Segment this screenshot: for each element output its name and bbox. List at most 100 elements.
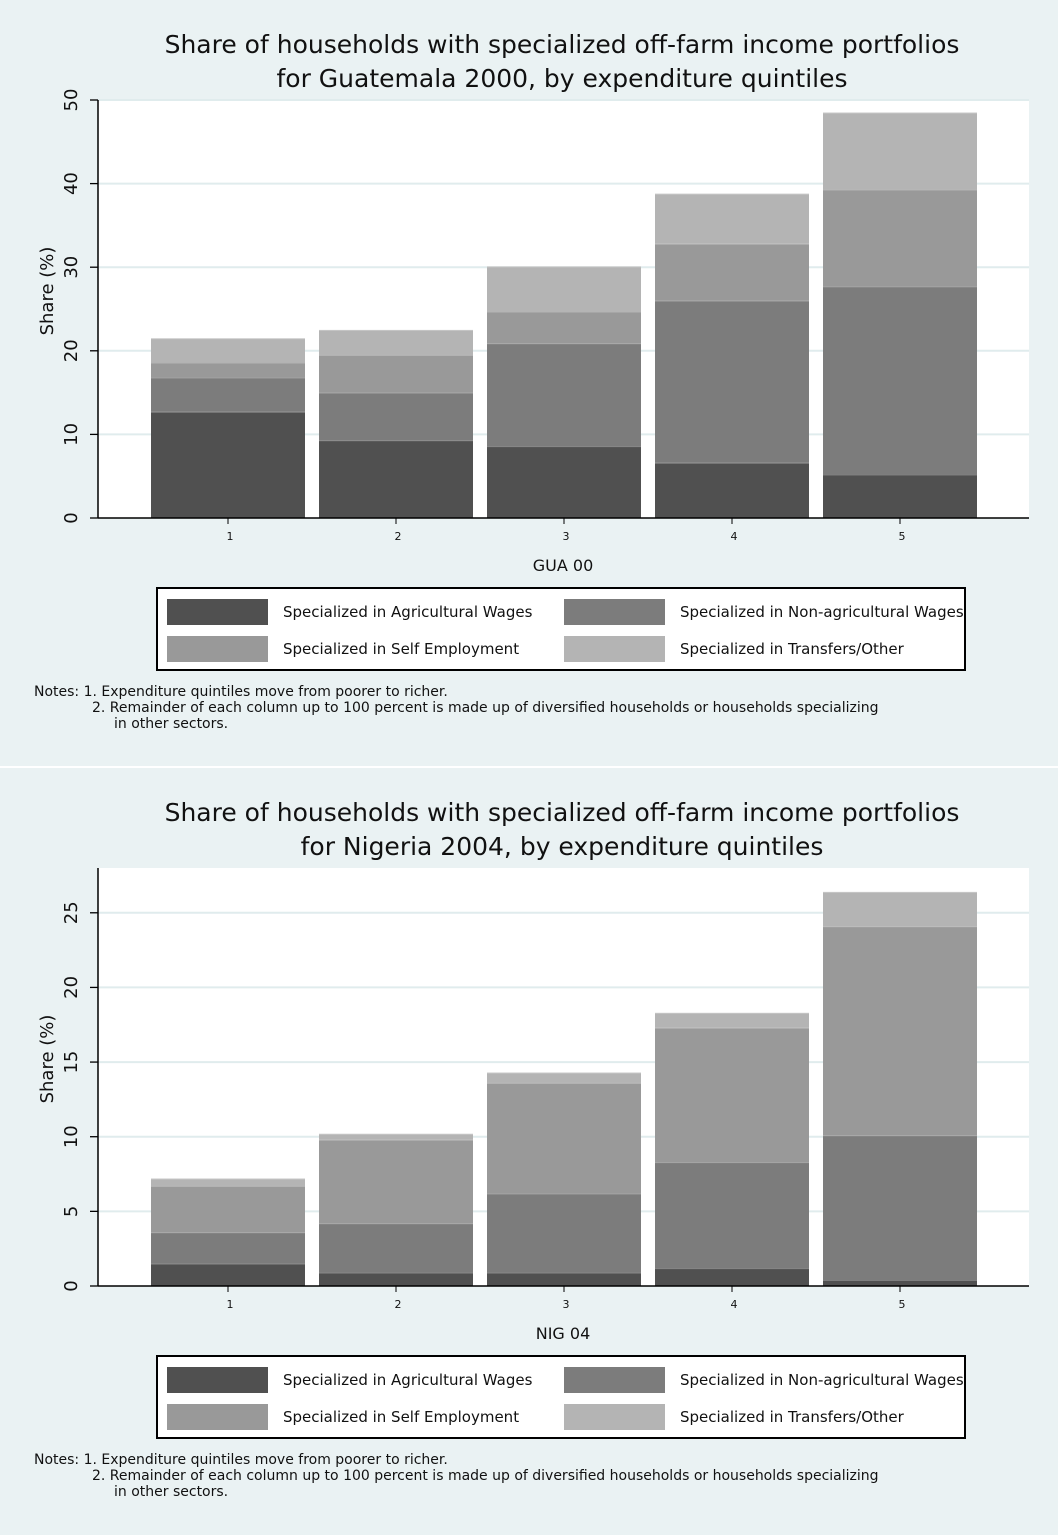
bar-segment-nonagri-wages <box>823 1135 977 1281</box>
x-tick-label: 3 <box>563 530 570 543</box>
bar-segment-self-employment <box>655 1027 809 1163</box>
chart-title-line1: Share of households with specialized off… <box>164 798 960 827</box>
bar-segment-self-employment <box>655 243 809 301</box>
x-tick-label: 1 <box>227 530 234 543</box>
chart-panel-nigeria: Share of households with specialized off… <box>0 768 1058 1535</box>
y-tick-label: 15 <box>61 1051 82 1074</box>
chart-legend: Specialized in Agricultural Wages Specia… <box>156 587 966 671</box>
legend-swatch-agri-wages <box>167 1367 268 1393</box>
legend-item-nonagri-wages: Specialized in Non-agricultural Wages <box>564 1366 964 1394</box>
note-line-2: 2. Remainder of each column up to 100 pe… <box>92 700 879 716</box>
legend-label-nonagri-wages: Specialized in Non-agricultural Wages <box>680 1371 964 1389</box>
legend-item-transfers-other: Specialized in Transfers/Other <box>564 635 904 663</box>
bar-segment-nonagri-wages <box>319 1223 473 1273</box>
note-line-2: 2. Remainder of each column up to 100 pe… <box>92 1468 879 1484</box>
bar-segment-agri-wages <box>487 1272 641 1286</box>
chart-title: Share of households with specialized off… <box>60 28 1058 96</box>
legend-swatch-transfers-other <box>564 636 665 662</box>
bar-segment-nonagri-wages <box>487 1193 641 1273</box>
y-tick-label: 40 <box>61 172 82 195</box>
chart-panel-guatemala: Share of households with specialized off… <box>0 0 1058 766</box>
bar-segment-nonagri-wages <box>151 1232 305 1264</box>
chart-title: Share of households with specialized off… <box>60 796 1058 864</box>
bar-segment-self-employment <box>823 189 977 287</box>
bar-segment-transfers-other <box>487 266 641 312</box>
x-tick-label: 4 <box>731 1298 738 1311</box>
bar-segment-self-employment <box>487 1082 641 1194</box>
legend-item-agri-wages: Specialized in Agricultural Wages <box>167 1366 532 1394</box>
legend-label-self-employment: Specialized in Self Employment <box>283 1408 520 1426</box>
legend-label-nonagri-wages: Specialized in Non-agricultural Wages <box>680 603 964 621</box>
y-tick-label: 30 <box>61 256 82 279</box>
bar-segment-nonagri-wages <box>655 300 809 463</box>
bar-segment-self-employment <box>319 354 473 393</box>
legend-item-self-employment: Specialized in Self Employment <box>167 635 519 663</box>
legend-item-self-employment: Specialized in Self Employment <box>167 1403 519 1431</box>
note-line-1: Notes: 1. Expenditure quintiles move fro… <box>34 1452 448 1468</box>
bar-segment-transfers-other <box>319 329 473 355</box>
legend-swatch-self-employment <box>167 1404 268 1430</box>
y-tick-label: 0 <box>61 1280 82 1291</box>
chart-plot-area: 0 10 20 30 40 50 1 2 3 4 5 Share (%) <box>37 89 1029 543</box>
bar-segment-agri-wages <box>319 1272 473 1286</box>
note-line-1: Notes: 1. Expenditure quintiles move fro… <box>34 684 448 700</box>
x-tick-label: 5 <box>899 1298 906 1311</box>
chart-plot-area: 0 5 10 15 20 25 1 2 3 4 5 Share (%) <box>37 868 1029 1311</box>
x-tick-label: 4 <box>731 530 738 543</box>
legend-swatch-nonagri-wages <box>564 599 665 625</box>
chart-notes: Notes: 1. Expenditure quintiles move fro… <box>34 1452 879 1500</box>
legend-item-transfers-other: Specialized in Transfers/Other <box>564 1403 904 1431</box>
legend-swatch-nonagri-wages <box>564 1367 665 1393</box>
x-tick-label: 1 <box>227 1298 234 1311</box>
legend-swatch-transfers-other <box>564 1404 665 1430</box>
legend-label-agri-wages: Specialized in Agricultural Wages <box>283 1371 533 1389</box>
note-line-3: in other sectors. <box>114 1484 229 1500</box>
bar-segment-transfers-other <box>319 1133 473 1140</box>
legend-label-transfers-other: Specialized in Transfers/Other <box>680 1408 904 1426</box>
x-tick-label: 5 <box>899 530 906 543</box>
y-tick-label: 20 <box>61 339 82 362</box>
bar-segment-agri-wages <box>823 474 977 518</box>
chart-legend: Specialized in Agricultural Wages Specia… <box>156 1355 966 1439</box>
bar-segment-agri-wages <box>655 1268 809 1286</box>
legend-item-agri-wages: Specialized in Agricultural Wages <box>167 598 532 626</box>
bar-segment-self-employment <box>319 1139 473 1224</box>
legend-item-nonagri-wages: Specialized in Non-agricultural Wages <box>564 598 964 626</box>
y-tick-label: 25 <box>61 901 82 924</box>
x-tick-label: 3 <box>563 1298 570 1311</box>
y-tick-label: 10 <box>61 423 82 446</box>
bar-segment-agri-wages <box>487 446 641 518</box>
bar-segment-nonagri-wages <box>487 343 641 447</box>
y-tick-label: 50 <box>61 89 82 112</box>
x-tick-label: 2 <box>395 1298 402 1311</box>
x-axis-title: GUA 00 <box>532 556 594 575</box>
bar-segment-transfers-other <box>151 1178 305 1186</box>
legend-label-agri-wages: Specialized in Agricultural Wages <box>283 603 533 621</box>
y-axis-title: Share (%) <box>37 1015 58 1104</box>
bar-segment-nonagri-wages <box>655 1162 809 1269</box>
bar-segment-nonagri-wages <box>823 286 977 475</box>
bar-segment-self-employment <box>487 311 641 344</box>
bar-segment-transfers-other <box>655 1012 809 1028</box>
bar-segment-nonagri-wages <box>319 392 473 441</box>
legend-label-self-employment: Specialized in Self Employment <box>283 640 520 658</box>
chart-title-line1: Share of households with specialized off… <box>164 30 960 59</box>
bar-segment-self-employment <box>151 362 305 378</box>
bar-segment-self-employment <box>823 926 977 1136</box>
bar-segment-transfers-other <box>487 1072 641 1083</box>
legend-swatch-self-employment <box>167 636 268 662</box>
bar-segment-transfers-other <box>151 338 305 363</box>
bar-segment-nonagri-wages <box>151 377 305 412</box>
bar-segment-transfers-other <box>823 891 977 927</box>
bar-segment-agri-wages <box>151 411 305 518</box>
x-tick-label: 2 <box>395 530 402 543</box>
y-tick-label: 20 <box>61 976 82 999</box>
y-tick-label: 10 <box>61 1125 82 1148</box>
bar-segment-agri-wages <box>823 1280 977 1286</box>
y-tick-label: 0 <box>61 512 82 523</box>
bar-segment-agri-wages <box>151 1263 305 1286</box>
bar-segment-self-employment <box>151 1185 305 1233</box>
y-tick-label: 5 <box>61 1206 82 1217</box>
bar-segment-transfers-other <box>655 193 809 244</box>
chart-title-line2: for Nigeria 2004, by expenditure quintil… <box>300 832 824 861</box>
